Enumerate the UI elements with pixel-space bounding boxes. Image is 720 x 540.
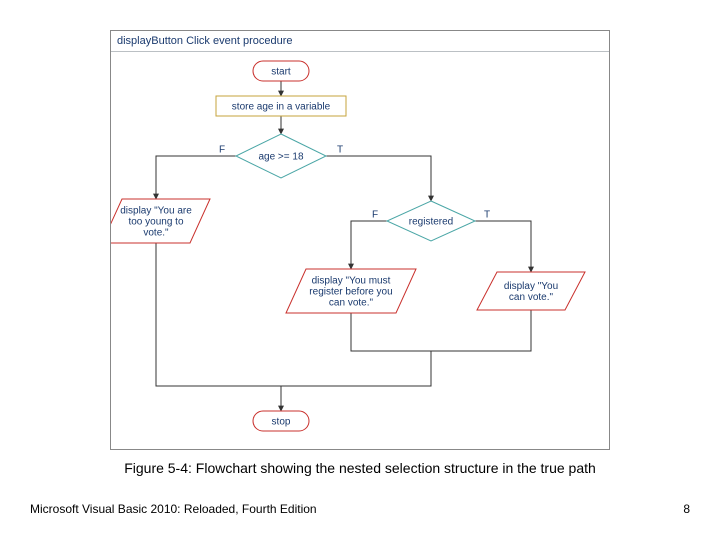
svg-text:display "You must: display "You must	[312, 276, 391, 287]
svg-text:start: start	[271, 67, 291, 78]
svg-text:age >= 18: age >= 18	[258, 152, 303, 163]
svg-text:vote.": vote."	[143, 228, 169, 239]
canvas-title: displayButton Click event procedure	[117, 35, 292, 47]
svg-text:display "You are: display "You are	[120, 206, 192, 217]
svg-text:T: T	[337, 145, 343, 156]
svg-text:can vote.": can vote."	[509, 292, 554, 303]
svg-text:stop: stop	[272, 417, 291, 428]
svg-text:T: T	[484, 210, 490, 221]
svg-text:too young to: too young to	[128, 217, 183, 228]
flowchart-svg: F T F Tstart store age in a variable age >= 1…	[111, 51, 611, 451]
svg-text:F: F	[219, 145, 225, 156]
svg-text:display "You: display "You	[504, 281, 558, 292]
svg-text:can vote.": can vote."	[329, 298, 374, 309]
svg-text:registered: registered	[409, 217, 453, 228]
figure-caption: Figure 5-4: Flowchart showing the nested…	[0, 460, 720, 476]
footer-book-title: Microsoft Visual Basic 2010: Reloaded, F…	[30, 502, 317, 516]
flowchart-canvas: displayButton Click event procedure F T F T…	[110, 30, 610, 450]
svg-text:F: F	[372, 210, 378, 221]
footer-page-number: 8	[683, 502, 690, 516]
svg-text:store age in a variable: store age in a variable	[232, 102, 331, 113]
svg-text:register before you: register before you	[309, 287, 392, 298]
